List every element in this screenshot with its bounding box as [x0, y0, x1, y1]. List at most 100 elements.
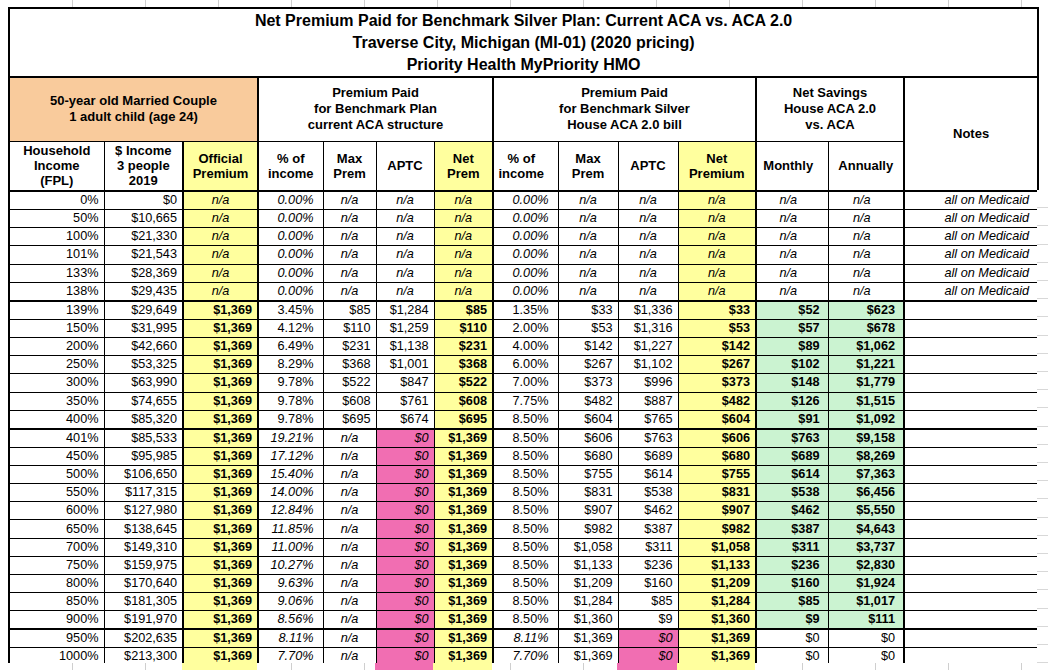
- cell-aca-max-prem[interactable]: n/a: [323, 429, 376, 448]
- cell-notes[interactable]: [904, 465, 1038, 483]
- cell-official-premium[interactable]: $1,369: [183, 337, 258, 355]
- cell-official-premium[interactable]: $1,369: [183, 429, 258, 448]
- cell-notes[interactable]: all on Medicaid: [904, 191, 1038, 210]
- cell-savings-monthly[interactable]: $538: [756, 484, 828, 502]
- cell-income[interactable]: $42,660: [104, 337, 183, 355]
- cell-income[interactable]: $191,970: [104, 611, 183, 630]
- cell-savings-monthly[interactable]: n/a: [756, 191, 828, 210]
- cell-income[interactable]: $28,369: [104, 264, 183, 282]
- cell-savings-annually[interactable]: $1,017: [828, 593, 904, 611]
- cell-aca2-max-prem[interactable]: $1,133: [558, 556, 618, 574]
- cell-aca-net-prem[interactable]: n/a: [434, 210, 493, 228]
- cell-aca-pct-income[interactable]: 9.78%: [258, 374, 323, 392]
- cell-aca2-pct-income[interactable]: 8.50%: [493, 520, 558, 538]
- cell-fpl[interactable]: 250%: [9, 356, 104, 374]
- cell-savings-monthly[interactable]: $462: [756, 502, 828, 520]
- cell-savings-annually[interactable]: $8,269: [828, 447, 904, 465]
- cell-fpl[interactable]: 500%: [9, 465, 104, 483]
- cell-fpl[interactable]: 550%: [9, 484, 104, 502]
- group-header-net-savings[interactable]: Net Savings House ACA 2.0 vs. ACA: [756, 77, 904, 141]
- cell-aca2-aptc[interactable]: $765: [618, 410, 678, 429]
- cell-savings-annually[interactable]: n/a: [828, 282, 904, 301]
- cell-aca-max-prem[interactable]: n/a: [323, 447, 376, 465]
- cell-aca2-aptc[interactable]: n/a: [618, 264, 678, 282]
- cell-income[interactable]: $117,315: [104, 484, 183, 502]
- cell-aca2-net-premium[interactable]: n/a: [678, 228, 756, 246]
- cell-aca-pct-income[interactable]: 19.21%: [258, 429, 323, 448]
- cell-fpl[interactable]: 150%: [9, 319, 104, 337]
- cell-notes[interactable]: [904, 538, 1038, 556]
- cell-income[interactable]: $202,635: [104, 629, 183, 648]
- cell-notes[interactable]: [904, 502, 1038, 520]
- cell-aca-aptc[interactable]: $674: [376, 410, 434, 429]
- cell-fpl[interactable]: 300%: [9, 374, 104, 392]
- cell-savings-annually[interactable]: $1,924: [828, 575, 904, 593]
- cell-aca2-aptc[interactable]: $887: [618, 392, 678, 410]
- cell-aca2-aptc[interactable]: $1,316: [618, 319, 678, 337]
- cell-savings-monthly[interactable]: $614: [756, 465, 828, 483]
- cell-aca-max-prem[interactable]: n/a: [323, 484, 376, 502]
- cell-aca-aptc[interactable]: $0: [376, 484, 434, 502]
- cell-aca2-pct-income[interactable]: 0.00%: [493, 210, 558, 228]
- cell-aca-aptc[interactable]: $0: [376, 538, 434, 556]
- col-header-income[interactable]: $ Income 3 people 2019: [104, 141, 183, 191]
- cell-savings-monthly[interactable]: $9: [756, 611, 828, 630]
- cell-aca-aptc[interactable]: $1,284: [376, 301, 434, 320]
- cell-savings-annually[interactable]: $7,363: [828, 465, 904, 483]
- cell-aca-pct-income[interactable]: 0.00%: [258, 191, 323, 210]
- cell-savings-annually[interactable]: n/a: [828, 246, 904, 264]
- cell-aca2-pct-income[interactable]: 4.00%: [493, 337, 558, 355]
- cell-aca-pct-income[interactable]: 8.11%: [258, 629, 323, 648]
- cell-aca2-net-premium[interactable]: $680: [678, 447, 756, 465]
- cell-aca2-net-premium[interactable]: $982: [678, 520, 756, 538]
- cell-aca2-aptc[interactable]: $236: [618, 556, 678, 574]
- cell-official-premium[interactable]: n/a: [183, 246, 258, 264]
- col-header-annually[interactable]: Annually: [828, 141, 904, 191]
- cell-aca-pct-income[interactable]: 9.78%: [258, 392, 323, 410]
- cell-aca-pct-income[interactable]: 0.00%: [258, 264, 323, 282]
- cell-savings-monthly[interactable]: $85: [756, 593, 828, 611]
- cell-fpl[interactable]: 650%: [9, 520, 104, 538]
- cell-savings-monthly[interactable]: $89: [756, 337, 828, 355]
- cell-aca-max-prem[interactable]: n/a: [323, 520, 376, 538]
- cell-savings-monthly[interactable]: $763: [756, 429, 828, 448]
- cell-savings-monthly[interactable]: $148: [756, 374, 828, 392]
- cell-savings-monthly[interactable]: $91: [756, 410, 828, 429]
- cell-aca2-max-prem[interactable]: n/a: [558, 264, 618, 282]
- cell-income[interactable]: $159,975: [104, 556, 183, 574]
- cell-aca-net-prem[interactable]: n/a: [434, 191, 493, 210]
- cell-aca-aptc[interactable]: n/a: [376, 246, 434, 264]
- cell-aca-aptc[interactable]: $761: [376, 392, 434, 410]
- cell-aca-max-prem[interactable]: n/a: [323, 228, 376, 246]
- cell-savings-annually[interactable]: $111: [828, 611, 904, 630]
- cell-income[interactable]: $138,645: [104, 520, 183, 538]
- cell-aca2-pct-income[interactable]: 0.00%: [493, 246, 558, 264]
- col-header-aca-pct-income[interactable]: % of income: [258, 141, 323, 191]
- cell-savings-annually[interactable]: $5,550: [828, 502, 904, 520]
- cell-income[interactable]: $95,985: [104, 447, 183, 465]
- cell-aca2-max-prem[interactable]: $1,284: [558, 593, 618, 611]
- cell-savings-monthly[interactable]: n/a: [756, 264, 828, 282]
- cell-fpl[interactable]: 138%: [9, 282, 104, 301]
- cell-aca-net-prem[interactable]: $695: [434, 410, 493, 429]
- cell-income[interactable]: $10,665: [104, 210, 183, 228]
- cell-official-premium[interactable]: $1,369: [183, 374, 258, 392]
- cell-income[interactable]: $74,655: [104, 392, 183, 410]
- cell-aca-max-prem[interactable]: $85: [323, 301, 376, 320]
- cell-aca-aptc[interactable]: $1,138: [376, 337, 434, 355]
- cell-income[interactable]: $29,435: [104, 282, 183, 301]
- cell-savings-annually[interactable]: n/a: [828, 191, 904, 210]
- cell-income[interactable]: $85,533: [104, 429, 183, 448]
- cell-aca-net-prem[interactable]: $1,369: [434, 611, 493, 630]
- cell-aca-pct-income[interactable]: 0.00%: [258, 246, 323, 264]
- cell-official-premium[interactable]: $1,369: [183, 593, 258, 611]
- cell-fpl[interactable]: 950%: [9, 629, 104, 648]
- cell-aca2-aptc[interactable]: $763: [618, 429, 678, 448]
- cell-aca-net-prem[interactable]: $1,369: [434, 447, 493, 465]
- cell-official-premium[interactable]: $1,369: [183, 356, 258, 374]
- cell-aca-max-prem[interactable]: $695: [323, 410, 376, 429]
- cell-income[interactable]: $29,649: [104, 301, 183, 320]
- cell-aca2-net-premium[interactable]: n/a: [678, 246, 756, 264]
- cell-aca-pct-income[interactable]: 3.45%: [258, 301, 323, 320]
- cell-aca-aptc[interactable]: n/a: [376, 264, 434, 282]
